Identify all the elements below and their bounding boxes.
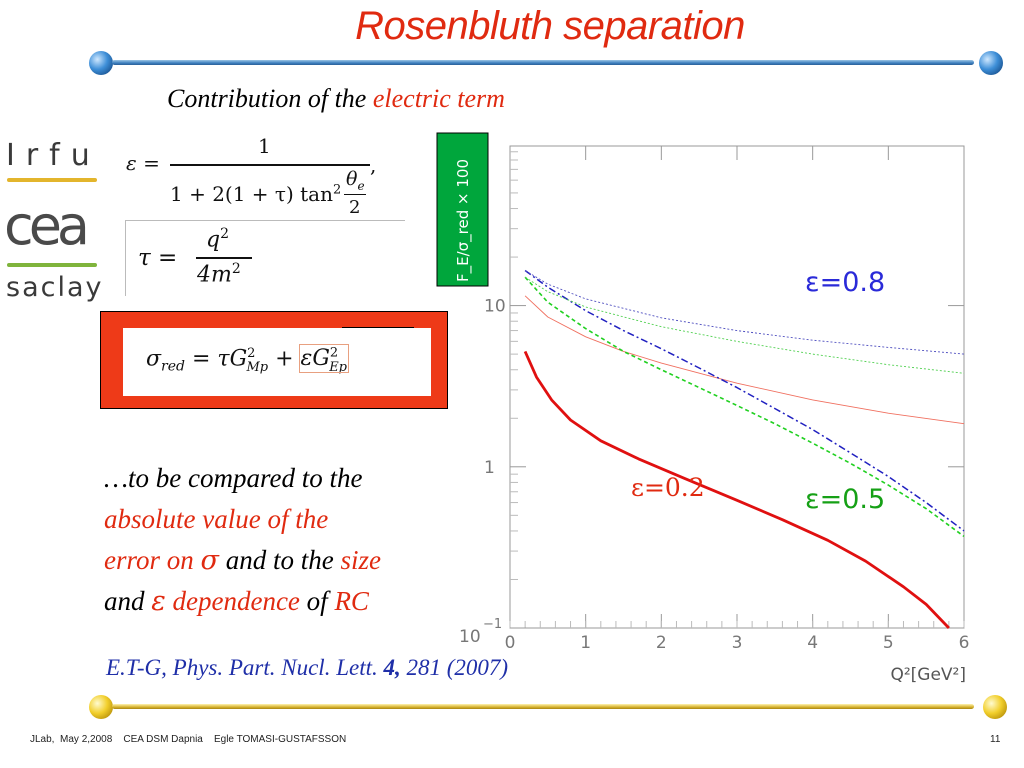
tau-formula-denominator: 4m2 xyxy=(197,261,241,287)
irfu-logo: Irfu xyxy=(6,138,101,173)
comparison-of: of xyxy=(299,586,335,616)
tau-box-top-line xyxy=(125,220,405,221)
gmp-power: 2 xyxy=(247,346,256,361)
legend-eps-08: ε=0.8 xyxy=(805,267,885,298)
tau-den-text: 4m xyxy=(197,262,232,288)
chart-y-label-box xyxy=(436,132,489,287)
y-tick-label: 1 xyxy=(484,458,495,478)
epsilon-half-denominator: 2 xyxy=(349,197,361,218)
epsilon-comma: , xyxy=(370,153,377,177)
legend-eps-02: ε=0.2 xyxy=(631,473,705,502)
chart-series xyxy=(523,269,965,629)
sigma-red-formula: σred = τG2Mp + εG2Ep xyxy=(146,344,350,375)
citation-volume: 4, xyxy=(383,655,401,680)
blue-bullet-right-icon xyxy=(979,51,1003,75)
sigma-lhs: σ xyxy=(146,346,162,372)
tau-fraction-line xyxy=(196,257,252,259)
tau-box-left-line xyxy=(125,220,126,296)
epsilon-formula-numerator: 1 xyxy=(258,134,271,158)
cea-logo-underline xyxy=(7,263,97,267)
y-tick-label: 10 xyxy=(459,627,481,647)
series-line-1 xyxy=(524,295,965,425)
footer-divider xyxy=(112,704,974,709)
epsilon-formula-lhs: ε = xyxy=(126,151,160,175)
comparison-line-3: error on σ and to the size xyxy=(104,540,464,581)
theta-fraction-line xyxy=(344,194,366,196)
gep-power: 2 xyxy=(329,346,339,361)
sigma-plus: + xyxy=(275,346,294,372)
chart-y-label: F_E/σ_red × 100 xyxy=(454,159,473,282)
comparison-line-2: absolute value of the xyxy=(104,504,329,534)
comparison-size: size xyxy=(340,545,381,575)
series-line-4 xyxy=(524,276,965,538)
comparison-and: and xyxy=(104,586,152,616)
sigma-lhs-sub: red xyxy=(161,358,185,375)
x-tick-label: 0 xyxy=(505,633,516,653)
cea-logo: cea xyxy=(4,194,90,257)
subtitle-highlight: electric term xyxy=(372,84,505,113)
epsilon-fraction-line xyxy=(170,164,370,166)
electric-term-box: εG2Ep xyxy=(298,344,350,375)
comparison-and-to-the: and to the xyxy=(218,545,341,575)
x-tick-label: 1 xyxy=(580,633,591,653)
comparison-sigma: σ xyxy=(200,545,219,576)
sigma-overline xyxy=(342,327,414,328)
x-tick-label: 2 xyxy=(656,633,667,653)
sigma-eps: εG xyxy=(300,346,330,372)
legend-eps-05: ε=0.5 xyxy=(805,484,885,515)
epsilon-theta: θe xyxy=(346,168,365,193)
footer-text: JLab, May 2,2008 CEA DSM Dapnia Egle TOM… xyxy=(30,734,347,745)
epsilon-theta-symbol: θ xyxy=(346,168,358,190)
title-underline xyxy=(112,60,974,65)
x-tick-label: 5 xyxy=(883,633,894,653)
epsilon-formula-denominator: 1 + 2(1 + τ) tan2 xyxy=(170,182,341,206)
x-axis-label: Q²[GeV²] xyxy=(890,665,966,685)
subtitle-prefix: Contribution of the xyxy=(167,84,373,113)
page-number: 11 xyxy=(990,734,1001,745)
x-tick-label: 4 xyxy=(807,633,818,653)
tau-num-text: q xyxy=(206,227,221,253)
epsilon-den-text: 1 + 2(1 + τ) tan xyxy=(170,182,333,206)
citation: E.T-G, Phys. Part. Nucl. Lett. 4, 281 (2… xyxy=(106,655,508,681)
comparison-rc: RC xyxy=(334,586,369,616)
slide-title: Rosenbluth separation xyxy=(355,4,745,48)
series-line-2 xyxy=(524,269,965,532)
citation-journal: E.T-G, Phys. Part. Nucl. Lett. xyxy=(106,655,384,680)
gmp-sub: Mp xyxy=(246,359,269,375)
subtitle: Contribution of the electric term xyxy=(167,84,505,114)
series-line-3 xyxy=(524,270,965,355)
citation-pages: 281 (2007) xyxy=(400,655,509,680)
tau-num-power: 2 xyxy=(220,226,230,242)
tau-formula-numerator: q2 xyxy=(206,226,229,252)
comparison-epsilon: ε xyxy=(151,586,166,617)
series-line-0 xyxy=(523,350,950,629)
gep-sub: Ep xyxy=(329,359,347,375)
tau-den-power: 2 xyxy=(231,261,241,277)
gold-bullet-left-icon xyxy=(89,695,113,719)
epsilon-tan-power: 2 xyxy=(333,182,342,198)
series-line-5 xyxy=(524,276,965,374)
sigma-red-formula-panel xyxy=(123,328,431,396)
sigma-mid: = τG xyxy=(191,346,248,372)
comparison-line-4: and ε dependence of RC xyxy=(104,581,464,622)
irfu-logo-underline xyxy=(7,178,97,182)
epsilon-theta-sub: e xyxy=(357,178,365,193)
comparison-error-on: error on xyxy=(104,545,201,575)
y-tick-exponent: −1 xyxy=(483,617,502,632)
gold-bullet-right-icon xyxy=(983,695,1007,719)
tau-formula-lhs: τ = xyxy=(138,245,178,271)
saclay-logo: saclay xyxy=(6,272,104,303)
x-tick-label: 3 xyxy=(732,633,743,653)
comparison-line-1: …to be compared to the xyxy=(104,463,363,493)
blue-bullet-left-icon xyxy=(89,51,113,75)
y-tick-label: 10 xyxy=(484,297,506,317)
x-tick-label: 6 xyxy=(959,633,970,653)
comparison-dependence: dependence xyxy=(165,586,300,616)
comparison-text: …to be compared to the absolute value of… xyxy=(104,458,464,622)
